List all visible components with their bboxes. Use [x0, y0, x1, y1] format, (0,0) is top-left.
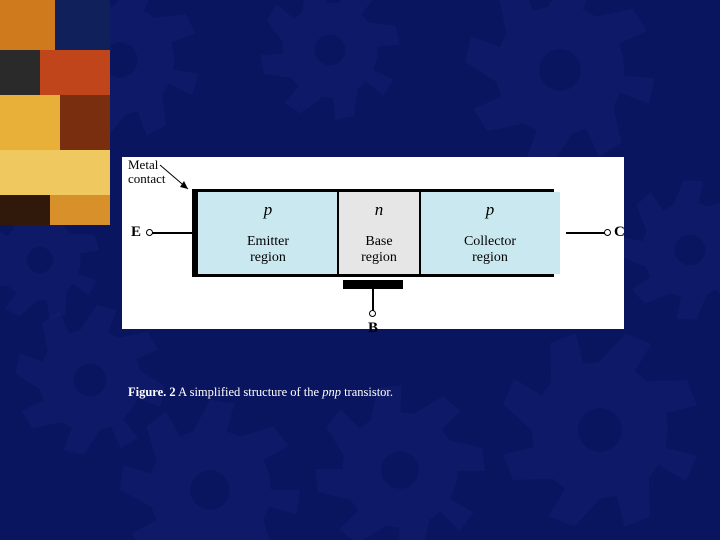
terminal-wire-base: [372, 289, 374, 311]
gear-icon: [457, 0, 663, 173]
collage-tile: [0, 50, 40, 95]
transistor-region: p Collectorregion: [420, 192, 560, 274]
caption-pnp: pnp: [322, 385, 341, 399]
collage-tile: [0, 150, 110, 195]
transistor-region: n Baseregion: [338, 192, 420, 274]
terminal-wire-collector: [566, 232, 606, 234]
region-divider: [337, 192, 339, 274]
collage-tile: [40, 50, 110, 95]
caption-text-1: A simplified structure of the: [176, 385, 323, 399]
transistor-region: p Emitterregion: [198, 192, 338, 274]
base-metal-contact: [343, 280, 403, 289]
collage-tile: [60, 95, 110, 150]
region-name-label: Collectorregion: [464, 234, 516, 266]
region-divider: [419, 192, 421, 274]
terminal-wire-emitter: [152, 232, 192, 234]
collage-tile: [0, 0, 55, 50]
region-type-label: p: [264, 200, 273, 220]
figure-panel: Metal contact E C pEmitterregionnBasereg…: [122, 157, 624, 329]
region-name-label: Baseregion: [361, 234, 397, 266]
terminal-node-base: [369, 310, 376, 317]
terminal-node-collector: [604, 229, 611, 236]
collage-tile: [0, 195, 50, 225]
collage-tile: [55, 0, 110, 50]
figure-number: Figure. 2: [128, 385, 176, 399]
transistor-body: p Emitterregion n Baseregion p Collectorregio…: [192, 189, 554, 277]
terminal-label-base: B: [368, 320, 378, 337]
figure-caption: Figure. 2 A simplified structure of the …: [128, 385, 393, 400]
terminal-label-collector: C: [614, 224, 625, 241]
collage-tile: [50, 195, 110, 225]
region-type-label: n: [375, 200, 384, 220]
photo-collage-strip: [0, 0, 110, 540]
caption-text-2: transistor.: [341, 385, 393, 399]
region-name-label: Emitterregion: [247, 234, 289, 266]
collage-tile: [0, 95, 60, 150]
region-type-label: p: [486, 200, 495, 220]
terminal-label-emitter: E: [131, 224, 141, 241]
